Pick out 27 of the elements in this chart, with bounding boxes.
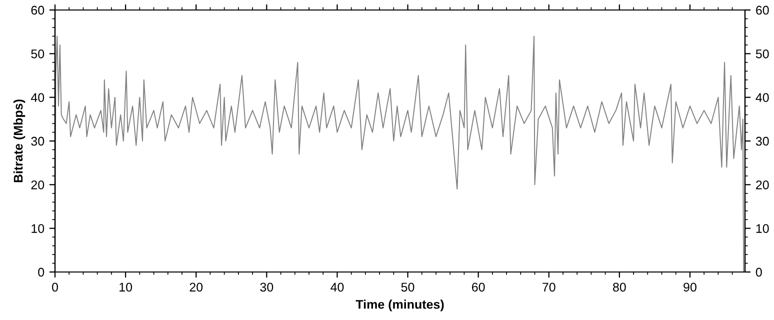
y2-tick-label: 60 — [756, 6, 769, 15]
x-tick-label: 40 — [330, 282, 344, 292]
x-tick-label: 50 — [401, 282, 414, 292]
x-tick-label: 10 — [120, 282, 132, 292]
y-axis-title: Bitrate (Mbps) — [13, 100, 26, 182]
y-tick-label: 10 — [32, 224, 44, 233]
y-tick-label: 50 — [31, 49, 44, 58]
line-series — [55, 36, 744, 272]
y-tick-label: 30 — [31, 136, 44, 146]
y-tick-label: 20 — [31, 180, 44, 190]
y2-tick-label: 0 — [756, 268, 762, 277]
x-tick-label: 60 — [472, 282, 485, 292]
y2-tick-label: 10 — [756, 224, 769, 233]
x-tick-label: 70 — [542, 282, 556, 292]
x-tick-label: 0 — [52, 282, 58, 292]
x-tick-label: 80 — [613, 282, 626, 292]
y2-tick-label: 50 — [756, 49, 769, 58]
y-tick-label: 60 — [31, 6, 44, 15]
x-tick-label: 20 — [190, 282, 203, 292]
x-tick-label: 90 — [684, 282, 696, 292]
y2-tick-label: 20 — [756, 180, 769, 190]
x-axis-title: Time (minutes) — [356, 300, 444, 312]
y2-tick-label: 40 — [756, 93, 769, 102]
y2-tick-label: 30 — [756, 136, 769, 146]
y-tick-label: 40 — [30, 93, 44, 102]
x-tick-label: 30 — [260, 282, 274, 292]
y-tick-label: 0 — [38, 268, 44, 277]
